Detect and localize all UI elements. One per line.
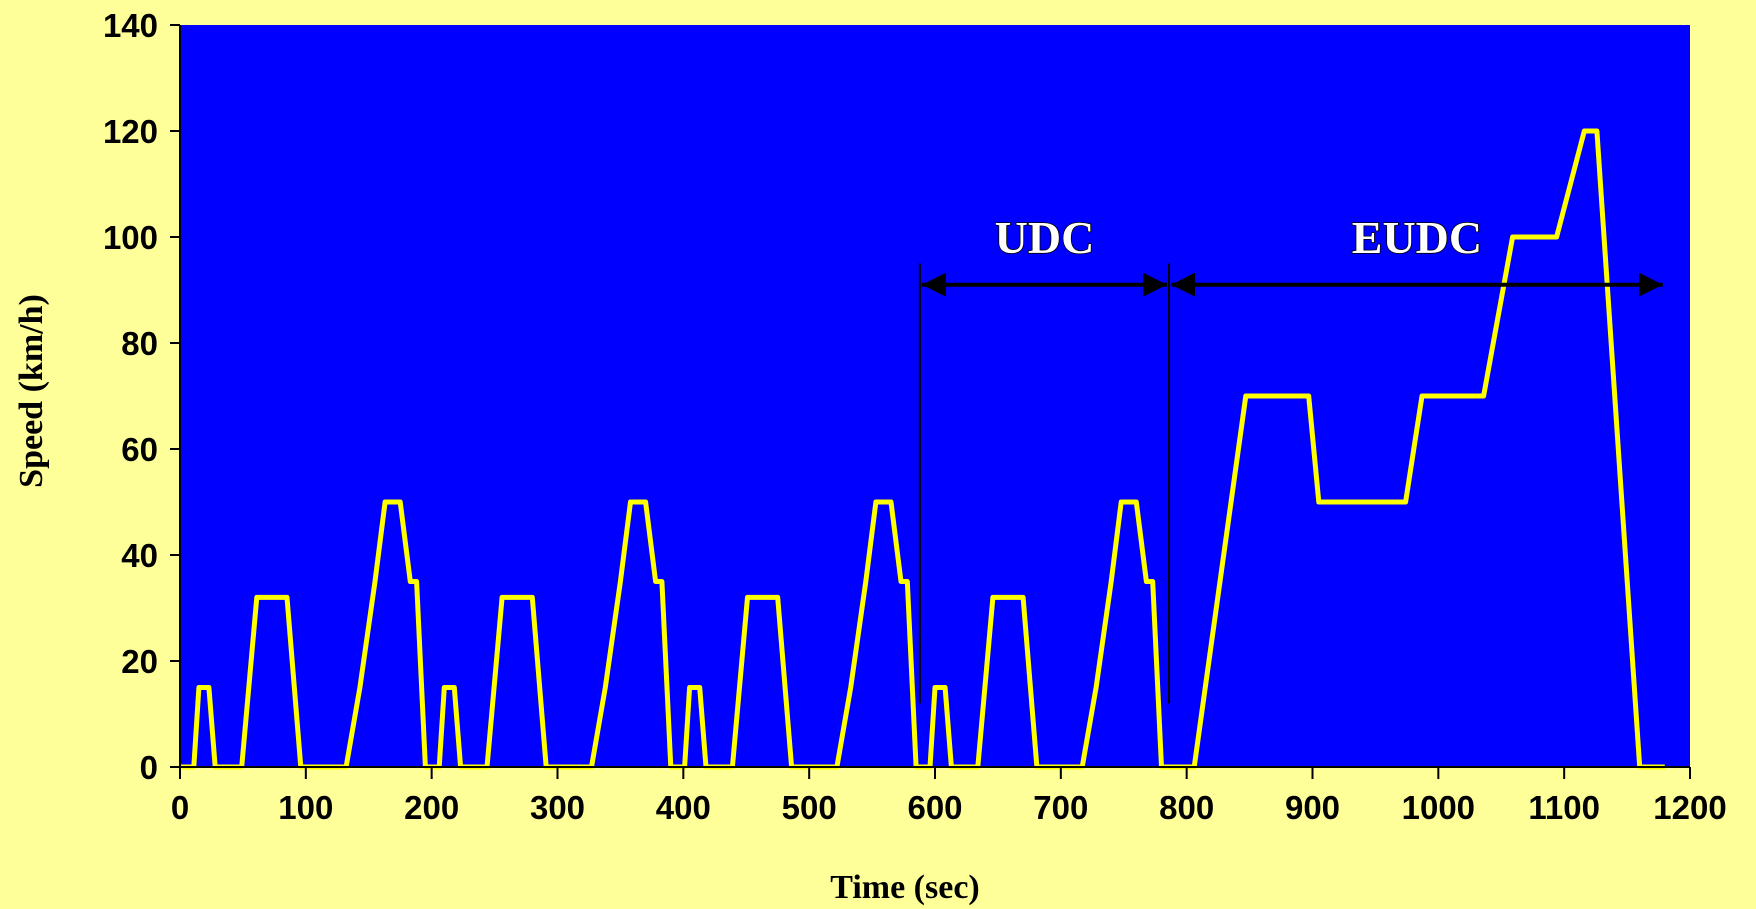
y-axis-title: Speed (km/h) bbox=[13, 294, 50, 488]
x-tick-label: 400 bbox=[656, 789, 711, 826]
x-tick-label: 800 bbox=[1159, 789, 1214, 826]
y-tick-label: 40 bbox=[121, 537, 158, 574]
x-tick-label: 1200 bbox=[1653, 789, 1726, 826]
axis-layer: 0 20 40 60 80 100 120 140 0 100 200 300 400 500 600 700… bbox=[103, 7, 1727, 826]
y-tick-label: 0 bbox=[140, 749, 158, 786]
x-tick-label: 1100 bbox=[1528, 789, 1600, 826]
y-tick-label: 60 bbox=[121, 431, 158, 468]
y-tick-label: 100 bbox=[103, 219, 158, 256]
x-tick-label: 300 bbox=[530, 789, 585, 826]
x-tick-label: 900 bbox=[1285, 789, 1340, 826]
x-tick-label: 700 bbox=[1033, 789, 1088, 826]
annotation-layer: UDC EUDC bbox=[918, 211, 1663, 704]
y-tick-label: 120 bbox=[103, 113, 158, 150]
annotation-label: EUDC bbox=[1352, 212, 1482, 263]
x-tick-label: 1000 bbox=[1402, 789, 1475, 826]
y-tick-label: 80 bbox=[121, 325, 158, 362]
annotation-label: UDC bbox=[995, 212, 1095, 263]
x-tick-label: 600 bbox=[907, 789, 962, 826]
x-tick-label: 0 bbox=[171, 789, 189, 826]
x-tick-label: 500 bbox=[782, 789, 837, 826]
y-tick-label: 140 bbox=[103, 7, 158, 44]
x-axis-title: Time (sec) bbox=[830, 869, 979, 906]
y-tick-label: 20 bbox=[121, 643, 158, 680]
x-tick-label: 200 bbox=[404, 789, 459, 826]
x-tick-label: 100 bbox=[278, 789, 333, 826]
